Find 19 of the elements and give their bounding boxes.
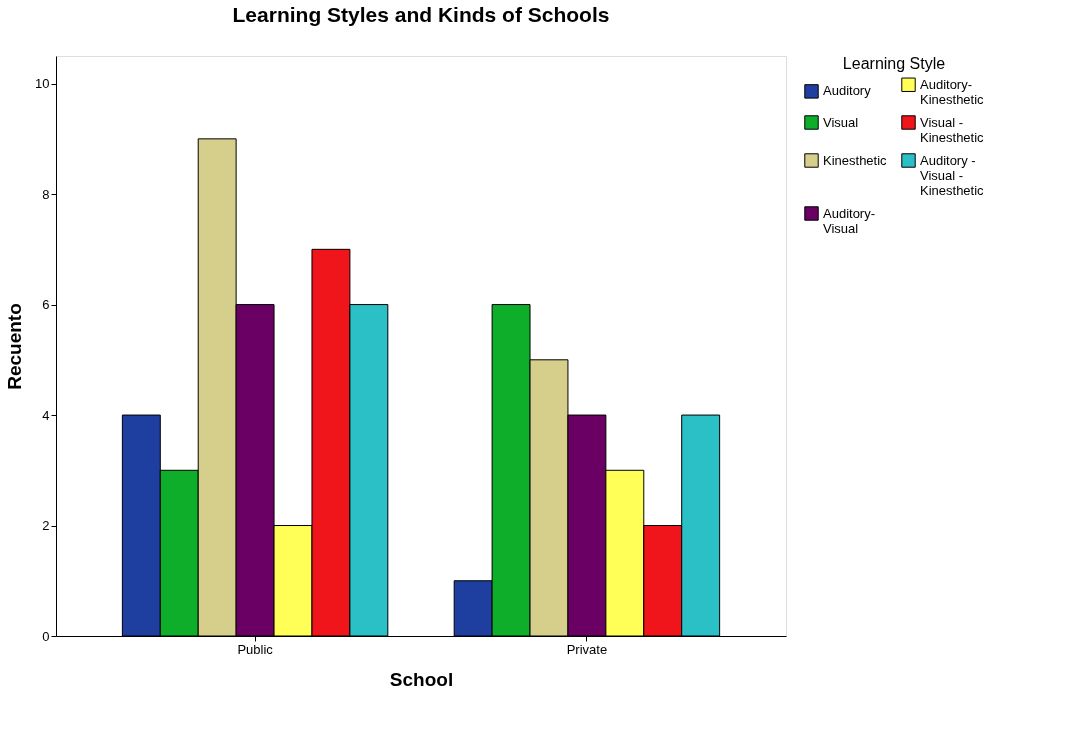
y-tick-label: 0 [42,628,50,644]
legend-label: Auditory [823,83,872,99]
x-axis-title: School [389,668,454,690]
y-tick-label: 10 [35,76,50,92]
legend-label: Auditory-Kinesthetic [920,76,985,107]
y-axis-title: Recuento [4,303,26,390]
chart-title: Learning Styles and Kinds of Schools [232,3,610,26]
y-tick-label: 4 [42,407,50,423]
legend-label: Visual - Kinesthetic [920,114,985,145]
legend-label: Kinesthetic [823,152,888,168]
legend-label: Auditory - Visual - Kinesthetic [920,152,985,198]
x-tick-label: Private [566,641,608,657]
y-tick-label: 2 [42,518,50,534]
x-tick-label: Public [237,641,274,657]
legend-title: Learning Style [842,55,946,72]
y-tick-label: 6 [42,297,50,313]
legend-label: Visual [823,114,859,130]
legend-label: Auditory-Visual [823,205,876,236]
y-tick-label: 8 [42,186,50,202]
